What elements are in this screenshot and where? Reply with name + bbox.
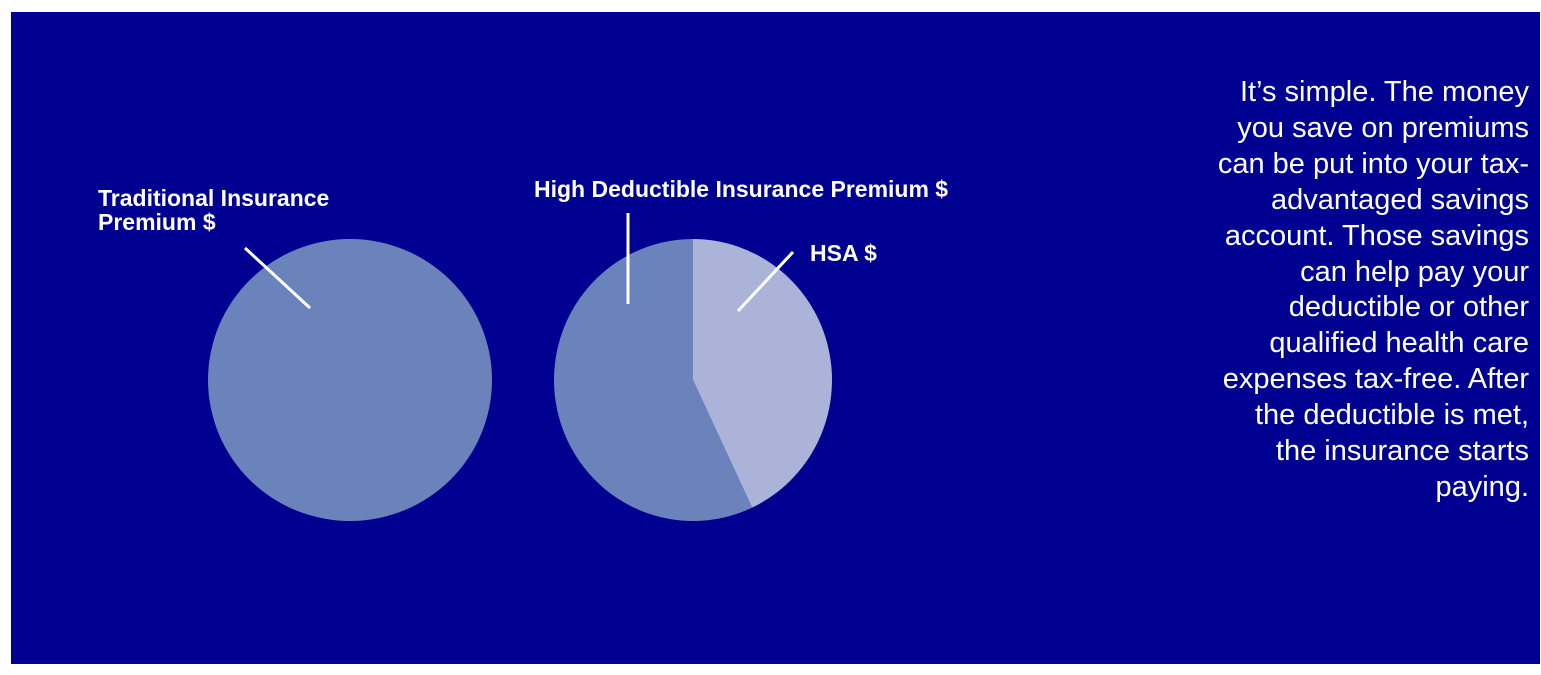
text-line: can help pay your	[1300, 255, 1529, 288]
explanation-text: It’s simple. The money you save on premi…	[1080, 75, 1529, 506]
leader-line-traditional	[243, 246, 312, 310]
text-line: account. Those savings	[1224, 219, 1529, 252]
text-line: deductible or other	[1288, 291, 1529, 324]
text-line: the deductible is met,	[1254, 399, 1529, 432]
text-line: you save on premiums	[1237, 111, 1529, 144]
pie-high-deductible: High Deductible Insurance Premium $ HSA …	[534, 176, 948, 521]
text-line: can be put into your tax-	[1217, 147, 1529, 180]
text-line: paying.	[1435, 470, 1529, 503]
text-line: advantaged savings	[1271, 183, 1529, 216]
text-line: It’s simple. The money	[1239, 76, 1529, 108]
leader-line-hsa	[736, 250, 795, 313]
pie-slice-high-deductible-premium	[554, 239, 753, 521]
label-hsa: HSA $	[810, 240, 877, 266]
label-traditional-line2: Premium $	[98, 209, 216, 235]
pie-slice-hsa	[693, 239, 833, 508]
pie-traditional: Traditional Insurance Premium $	[98, 185, 492, 521]
text-line: the insurance starts	[1275, 435, 1529, 468]
pie-slice-traditional-premium	[208, 239, 492, 521]
text-line: expenses tax-free. After	[1222, 363, 1529, 396]
text-line: qualified health care	[1269, 327, 1529, 360]
label-traditional-line1: Traditional Insurance	[98, 185, 329, 211]
label-high-deductible: High Deductible Insurance Premium $	[534, 176, 948, 202]
